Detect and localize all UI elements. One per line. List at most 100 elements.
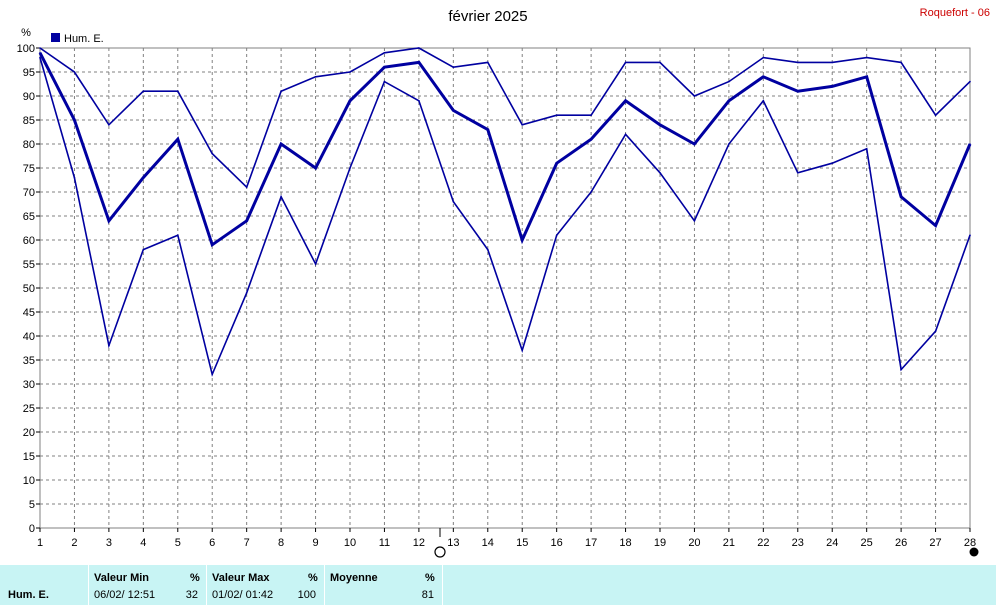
y-tick-label: 100: [17, 43, 35, 55]
data-point-max: [796, 61, 799, 64]
series-line-mean: [38, 52, 972, 248]
y-tick-label: 40: [23, 331, 35, 343]
x-tick-label: 1: [37, 537, 43, 549]
data-point-max: [383, 52, 386, 54]
y-tick-label: 60: [23, 235, 35, 247]
x-tick-label: 18: [619, 537, 631, 549]
stats-max-value: 100: [297, 589, 316, 601]
x-tick-label: 4: [140, 537, 146, 549]
x-tick-label: 13: [447, 537, 459, 549]
x-tick-label: 21: [723, 537, 735, 549]
data-point-mean: [900, 196, 902, 198]
data-point-min: [211, 373, 214, 376]
data-point-max: [108, 124, 110, 126]
y-tick-label: 65: [23, 211, 35, 223]
data-point-mean: [590, 138, 592, 140]
data-point-max: [900, 61, 902, 64]
data-point-min: [108, 344, 110, 347]
data-point-min: [349, 167, 351, 169]
data-point-min: [383, 80, 386, 83]
data-point-max: [73, 71, 76, 73]
data-point-mean: [245, 220, 248, 222]
data-point-mean: [831, 85, 834, 88]
data-point-min: [659, 172, 661, 174]
data-point-min: [900, 368, 902, 371]
data-point-mean: [521, 239, 524, 241]
data-point-mean: [555, 162, 558, 164]
data-point-mean: [486, 128, 489, 131]
y-tick-label: 10: [23, 475, 35, 487]
data-point-min: [762, 100, 765, 102]
data-point-min: [728, 143, 730, 145]
data-point-max: [418, 47, 420, 49]
x-tick-label: 6: [209, 537, 215, 549]
y-tick-label: 90: [23, 91, 35, 103]
stats-avg-label: Moyenne: [330, 572, 378, 584]
data-point-mean: [693, 143, 696, 145]
y-tick-label: 50: [23, 283, 35, 295]
data-point-mean: [314, 167, 317, 169]
stats-min-date: 06/02/ 12:51: [94, 589, 156, 601]
data-point-mean: [418, 61, 420, 64]
x-tick-label: 16: [551, 537, 563, 549]
grid: [40, 48, 970, 528]
data-point-mean: [383, 66, 386, 68]
data-point-min: [624, 133, 627, 136]
data-point-mean: [211, 244, 214, 246]
x-tick-label: 25: [861, 537, 873, 549]
data-point-max: [349, 71, 351, 73]
data-point-min: [693, 220, 696, 222]
data-point-max: [865, 56, 868, 59]
y-tick-label: 5: [29, 499, 35, 511]
stats-max-date: 01/02/ 01:42: [212, 589, 274, 601]
data-point-max: [521, 124, 524, 126]
x-tick-label: 20: [688, 537, 700, 549]
data-point-max: [245, 186, 248, 188]
x-tick-label: 14: [482, 537, 494, 549]
data-point-mean: [452, 109, 455, 112]
stats-avg-unit: %: [425, 572, 435, 584]
y-tick-label: 30: [23, 379, 35, 391]
x-tick-label: 17: [585, 537, 597, 549]
full-moon-icon: [969, 547, 979, 557]
data-point-max: [762, 56, 765, 59]
data-point-mean: [934, 224, 937, 227]
y-tick-label: 45: [23, 307, 35, 319]
data-point-max: [39, 47, 41, 49]
x-axis: 1 2 3 4 5 6 7 8 9 10 11 12 13 14 15 16 17 18 19 20 21 22 23 24 2…: [37, 528, 976, 549]
data-point-max: [142, 90, 145, 92]
data-point-min: [314, 263, 317, 265]
x-tick-label: 3: [106, 537, 112, 549]
data-point-max: [176, 90, 179, 92]
y-tick-label: 75: [23, 163, 35, 175]
new-moon-icon: [434, 546, 446, 558]
y-tick-label: 95: [23, 67, 35, 79]
x-tick-label: 11: [379, 537, 390, 549]
data-point-mean: [142, 176, 145, 179]
data-point-mean: [624, 100, 627, 102]
series-line-max: [39, 47, 971, 189]
stats-min-value: 32: [185, 589, 198, 601]
x-tick-label: 27: [929, 537, 941, 549]
x-tick-label: 24: [826, 537, 838, 549]
x-tick-label: 22: [757, 537, 769, 549]
x-tick-label: 5: [175, 537, 181, 549]
data-point-min: [796, 172, 799, 174]
data-point-mean: [865, 76, 868, 78]
y-tick-label: 15: [23, 451, 35, 463]
data-point-min: [831, 162, 834, 164]
data-point-min: [176, 234, 179, 236]
chart-title: février 2025: [448, 8, 527, 25]
y-tick-label: 80: [23, 139, 35, 151]
x-tick-label: 23: [792, 537, 804, 549]
series-line-min: [39, 57, 971, 377]
legend-label: Hum. E.: [64, 33, 104, 45]
stats-avg-cell: Moyenne % 81: [324, 565, 443, 605]
x-tick-label: 28: [964, 537, 976, 549]
data-point-min: [280, 196, 282, 198]
x-tick-label: 9: [312, 537, 318, 549]
data-point-max: [555, 114, 558, 116]
stats-min-unit: %: [190, 572, 200, 584]
x-tick-label: 8: [278, 537, 284, 549]
data-point-max: [486, 61, 489, 64]
